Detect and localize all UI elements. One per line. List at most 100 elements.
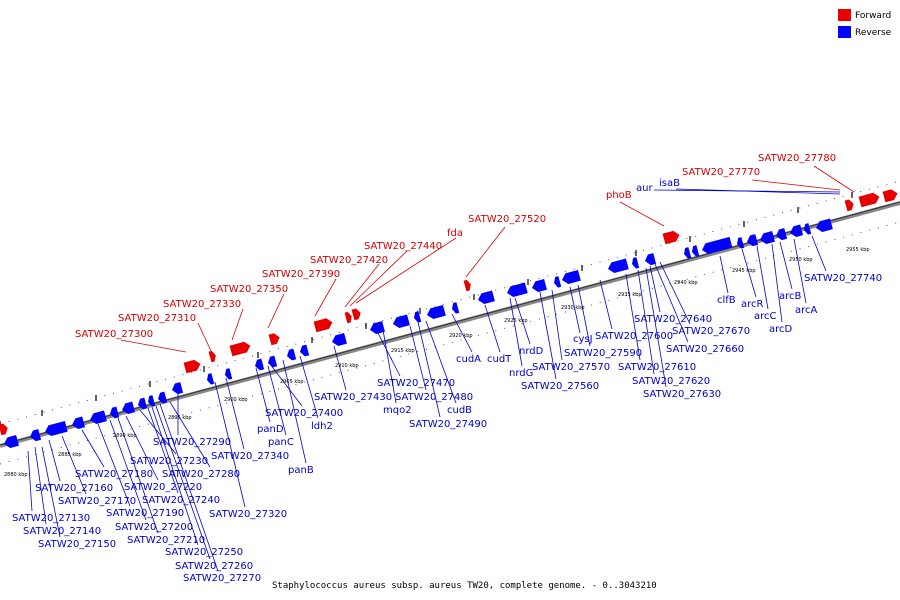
label-leader-line bbox=[267, 365, 287, 436]
label-leader-line bbox=[577, 284, 591, 347]
reverse-gene-arrow bbox=[393, 314, 410, 329]
reverse-gene-arrow bbox=[72, 416, 86, 430]
label-leader-line bbox=[197, 322, 212, 352]
label-leader-line bbox=[267, 293, 285, 329]
label-leader-line bbox=[97, 423, 131, 507]
label-leader-line bbox=[637, 269, 655, 375]
gene-label-forward: SATW20_27780 bbox=[758, 153, 836, 164]
reverse-gene-arrow bbox=[760, 231, 775, 245]
reverse-gene-arrow bbox=[268, 355, 278, 368]
gene-label-reverse: SATW20_27240 bbox=[142, 495, 220, 506]
label-leader-line bbox=[409, 325, 427, 391]
gene-label-reverse: cudT bbox=[487, 354, 512, 365]
label-leader-line bbox=[34, 446, 47, 525]
label-leader-line bbox=[377, 332, 401, 377]
gene-label-reverse: SATW20_27430 bbox=[314, 392, 392, 403]
tick-label: 2890 kbp bbox=[113, 433, 137, 439]
gene-label-forward: fda bbox=[447, 228, 463, 239]
gene-label-reverse: SATW20_27670 bbox=[672, 326, 750, 337]
label-leader-line bbox=[465, 226, 506, 278]
gene-label-reverse: panC bbox=[268, 437, 294, 448]
tick-label: 2925 kbp bbox=[504, 318, 528, 324]
gene-label-reverse: SATW20_27210 bbox=[127, 535, 205, 546]
label-leader-line bbox=[355, 237, 457, 304]
legend-reverse-label: Reverse bbox=[855, 28, 892, 38]
label-leader-line bbox=[282, 359, 307, 464]
label-leader-line bbox=[117, 417, 159, 534]
reverse-gene-arrow bbox=[30, 429, 42, 442]
label-leader-line bbox=[159, 403, 219, 572]
reverse-gene-arrow bbox=[122, 401, 136, 415]
label-leader-line bbox=[551, 289, 563, 361]
label-leader-line bbox=[81, 429, 105, 468]
gene-label-reverse: SATW20_27130 bbox=[12, 513, 90, 524]
tick-label: 2920 kbp bbox=[449, 333, 473, 339]
tick-label: 2910 kbp bbox=[335, 363, 359, 369]
gene-label-reverse: SATW20_27220 bbox=[124, 482, 202, 493]
label-leader-line bbox=[314, 278, 337, 317]
reverse-gene-arrow bbox=[427, 304, 446, 320]
label-leader-line bbox=[109, 419, 147, 521]
label-leader-line bbox=[649, 265, 661, 313]
label-leader-line bbox=[509, 297, 523, 367]
reverse-gene-arrow bbox=[737, 237, 745, 249]
gene-label-reverse: SATW20_27250 bbox=[165, 547, 243, 558]
gene-label-reverse: SATW20_27180 bbox=[75, 469, 153, 480]
reverse-gene-arrow bbox=[692, 245, 700, 257]
reverse-gene-arrow bbox=[287, 348, 297, 361]
forward-gene-labels: SATW20_27300 SATW20_27310 SATW20_27330 S… bbox=[75, 153, 836, 340]
tick-label: 2905 kbp bbox=[280, 379, 304, 385]
reverse-gene-arrow bbox=[332, 333, 347, 347]
gene-label-reverse: SATW20_27570 bbox=[532, 362, 610, 373]
reverse-gene-arrow bbox=[776, 228, 788, 241]
reverse-gene-arrow bbox=[554, 276, 562, 288]
legend-forward-label: Forward bbox=[855, 11, 891, 21]
gene-label-reverse: nrdG bbox=[509, 368, 533, 379]
gene-label-reverse: SATW20_27560 bbox=[521, 381, 599, 392]
reverse-gene-arrow bbox=[225, 368, 233, 380]
reverse-gene-arrow bbox=[702, 236, 733, 255]
reverse-gene-arrow bbox=[632, 257, 640, 269]
reverse-gene-labels: aur isaB SATW20_27130 SATW20_27140 SATW2… bbox=[12, 178, 882, 584]
gene-label-reverse: SATW20_27620 bbox=[632, 376, 710, 387]
reverse-gene-arrow bbox=[804, 223, 812, 235]
gene-label-reverse: cudA bbox=[456, 354, 481, 365]
gene-label-forward: SATW20_27390 bbox=[262, 269, 340, 280]
gene-label-reverse: isaB bbox=[659, 178, 680, 189]
reverse-gene-arrow bbox=[507, 282, 528, 298]
forward-gene-arrow bbox=[344, 311, 352, 324]
label-leader-line bbox=[214, 381, 246, 508]
label-leader-lines bbox=[27, 165, 855, 572]
tick-label: 2900 kbp bbox=[224, 397, 248, 403]
reverse-gene-arrow bbox=[207, 373, 215, 385]
gene-label-reverse: SATW20_27340 bbox=[211, 451, 289, 462]
label-leader-line bbox=[756, 245, 769, 310]
gene-label-reverse: SATW20_27600 bbox=[595, 331, 673, 342]
tick-label: 2885 kbp bbox=[58, 452, 82, 458]
reverse-gene-arrow bbox=[608, 258, 629, 274]
label-leader-line bbox=[719, 255, 729, 294]
label-leader-line bbox=[120, 339, 187, 353]
reverse-gene-arrow bbox=[478, 290, 495, 305]
label-leader-line bbox=[425, 320, 457, 404]
gene-label-forward: phoB bbox=[606, 190, 632, 201]
forward-gene-arrow bbox=[858, 192, 880, 208]
label-leader-line bbox=[147, 407, 179, 494]
label-leader-line bbox=[645, 267, 667, 388]
reverse-gene-arrow bbox=[110, 406, 120, 419]
gene-label-reverse: SATW20_27140 bbox=[23, 526, 101, 537]
gene-label-reverse: SATW20_27480 bbox=[395, 392, 473, 403]
reverse-gene-arrow bbox=[747, 234, 759, 247]
label-leader-line bbox=[779, 241, 793, 290]
gene-label-reverse: arcR bbox=[741, 299, 764, 310]
reverse-gene-arrow bbox=[370, 321, 385, 335]
forward-gene-arrow bbox=[351, 308, 361, 321]
gene-label-reverse: panB bbox=[288, 465, 314, 476]
tick-label: 2895 kbp bbox=[168, 415, 192, 421]
label-leader-line bbox=[675, 188, 841, 195]
tick-label: 2880 kbp bbox=[4, 472, 28, 478]
tick-label: 2935 kbp bbox=[618, 292, 642, 298]
gene-label-reverse: SATW20_27490 bbox=[409, 419, 487, 430]
legend-reverse-swatch bbox=[838, 26, 851, 38]
